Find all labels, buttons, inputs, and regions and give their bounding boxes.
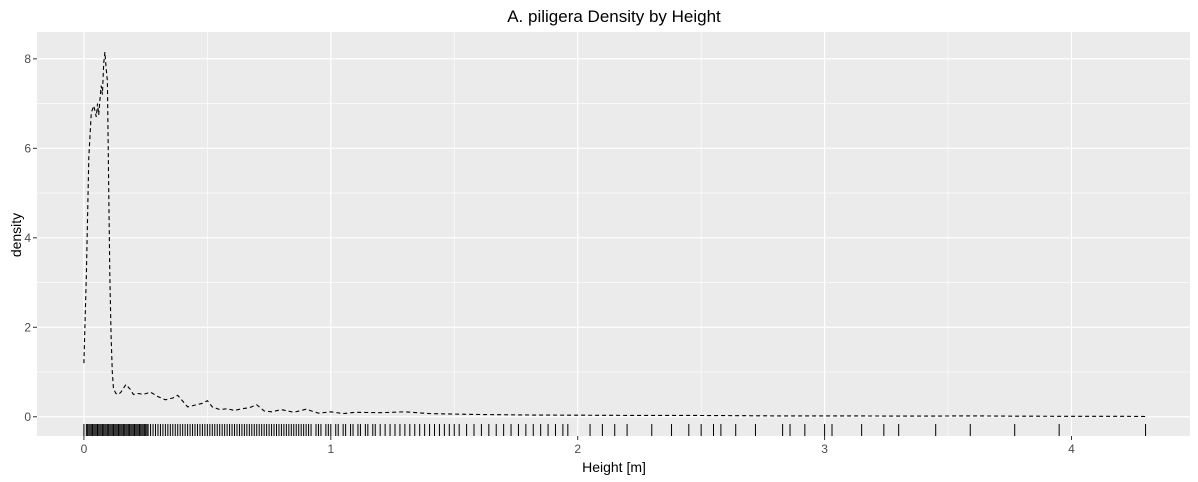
y-tick-label: 0: [24, 410, 31, 424]
x-tick-label: 0: [81, 442, 88, 456]
y-axis: 0 2 4 6 8: [24, 52, 37, 424]
rug-marks: [83, 424, 1147, 436]
y-tick-label: 6: [24, 141, 31, 155]
y-axis-title: density: [8, 213, 24, 257]
y-tick-label: 2: [24, 320, 31, 334]
x-tick-label: 1: [327, 442, 334, 456]
x-tick-label: 4: [1068, 442, 1075, 456]
x-axis: 0 1 2 3 4: [81, 436, 1075, 456]
plot-panel: [37, 32, 1190, 436]
chart-title: A. piligera Density by Height: [507, 7, 721, 26]
y-tick-label: 8: [24, 52, 31, 66]
y-tick-label: 4: [24, 231, 31, 245]
density-line: [83, 52, 1146, 418]
x-axis-title: Height [m]: [582, 459, 646, 475]
x-tick-label: 3: [821, 442, 828, 456]
major-gridlines: [37, 32, 1190, 436]
x-tick-label: 2: [574, 442, 581, 456]
minor-gridlines: [37, 32, 1190, 436]
